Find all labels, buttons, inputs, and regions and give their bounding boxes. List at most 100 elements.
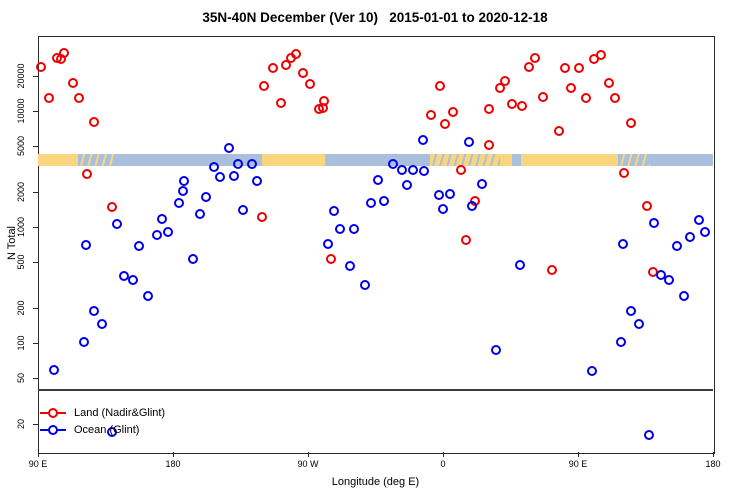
land-ocean-band-segment-ocean <box>512 153 521 167</box>
data-point-ocean <box>246 159 257 170</box>
legend-marker-land-icon <box>48 408 58 419</box>
data-point-ocean <box>418 165 429 176</box>
data-point-ocean <box>700 227 711 238</box>
data-point-ocean <box>163 227 174 238</box>
data-point-ocean <box>402 180 412 191</box>
land-ocean-band-segment-ocean <box>324 153 430 167</box>
data-point-ocean <box>328 205 339 216</box>
data-point-land <box>641 200 652 211</box>
data-point-ocean <box>208 162 219 173</box>
y-axis-tick-label: 50 <box>16 372 26 383</box>
data-point-ocean <box>649 217 660 228</box>
data-point-ocean <box>477 178 488 189</box>
data-point-ocean <box>232 158 243 169</box>
land-ocean-band-segment-ocean <box>650 153 713 167</box>
data-point-land <box>439 119 450 130</box>
data-point-land <box>56 54 67 65</box>
data-point-ocean <box>151 230 162 241</box>
data-point-ocean <box>201 191 211 202</box>
data-point-land <box>36 62 46 73</box>
y-axis-tick <box>33 145 38 148</box>
data-point-land <box>523 62 534 73</box>
y-axis-tick-label: 100 <box>16 335 26 351</box>
y-axis-tick <box>33 227 38 229</box>
y-axis-tick <box>33 343 38 345</box>
data-point-land <box>580 93 591 104</box>
y-axis-tick-label: 1000 <box>16 216 26 238</box>
data-point-land <box>499 75 510 86</box>
data-point-land <box>67 78 78 89</box>
data-point-land <box>619 167 630 178</box>
data-point-ocean <box>616 337 627 348</box>
data-point-ocean <box>625 306 636 317</box>
x-axis-tick-label: 180 <box>165 459 181 469</box>
data-point-ocean <box>463 137 474 148</box>
data-point-land <box>484 139 495 150</box>
data-point-land <box>610 93 621 104</box>
y-axis-tick-label: 200 <box>16 300 26 316</box>
data-point-ocean <box>127 274 138 285</box>
data-point-land <box>305 79 316 90</box>
data-point-land <box>256 211 267 222</box>
land-ocean-band-segment-land <box>500 153 512 167</box>
data-point-ocean <box>694 214 705 225</box>
threshold-line <box>38 389 713 391</box>
land-ocean-band-segment-land <box>38 153 79 167</box>
data-point-land <box>595 49 606 60</box>
y-axis-tick-label: 20000 <box>16 63 26 89</box>
data-point-land <box>495 83 505 94</box>
data-point-ocean <box>438 203 448 214</box>
y-axis-tick <box>33 377 38 380</box>
land-ocean-band-segment-ocean <box>114 153 262 167</box>
y-axis-tick-label: 2000 <box>16 182 26 203</box>
data-point-land <box>258 81 269 92</box>
y-axis-tick <box>33 76 38 78</box>
legend-line-ocean <box>40 425 66 436</box>
x-axis-tick <box>578 452 580 457</box>
data-point-ocean <box>664 274 675 285</box>
data-point-land <box>456 164 467 175</box>
data-point-ocean <box>397 165 408 175</box>
land-ocean-band-segment-coast_ocean <box>618 153 650 167</box>
data-point-land <box>546 264 557 275</box>
data-point-ocean <box>142 291 153 302</box>
data-point-ocean <box>48 365 59 376</box>
data-point-ocean <box>252 175 263 186</box>
data-point-land <box>604 78 615 89</box>
data-point-ocean <box>223 142 234 153</box>
data-point-land <box>318 102 328 113</box>
data-point-land <box>73 92 84 103</box>
data-point-ocean <box>156 213 167 224</box>
data-point-ocean <box>322 238 333 249</box>
x-axis-tick-label: 90 E <box>568 459 588 469</box>
data-point-ocean <box>360 280 371 291</box>
legend-entry-ocean: Ocean (Glint) <box>40 423 139 437</box>
data-point-ocean <box>178 186 189 197</box>
y-axis-tick <box>33 261 38 264</box>
land-ocean-band-segment-coast_ocean <box>78 153 115 167</box>
land-ocean-band-segment-land <box>261 153 325 167</box>
data-point-ocean <box>466 200 477 211</box>
data-point-ocean <box>215 171 226 182</box>
land-ocean-band-segment-land <box>521 153 619 167</box>
x-axis-tick <box>173 452 175 457</box>
data-point-land <box>88 117 99 128</box>
legend-label-ocean: Ocean (Glint) <box>74 424 140 436</box>
data-point-ocean <box>490 345 501 356</box>
data-point-land <box>460 235 471 246</box>
legend-label-land: Land (Nadir&Glint) <box>74 407 166 419</box>
plot-area <box>38 36 715 454</box>
y-axis-tick <box>33 192 38 194</box>
data-point-ocean <box>178 176 189 187</box>
data-point-ocean <box>174 198 185 208</box>
data-point-land <box>573 62 584 73</box>
y-axis-tick-label: 10000 <box>16 98 26 124</box>
x-axis-tick-label: 180 <box>705 459 721 469</box>
x-axis-tick-label: 0 <box>440 459 446 469</box>
data-point-ocean <box>88 306 99 317</box>
data-point-land <box>298 67 309 78</box>
data-point-ocean <box>388 158 399 169</box>
data-point-ocean <box>366 198 377 209</box>
legend-line-land <box>40 408 66 419</box>
y-axis-tick <box>33 424 38 426</box>
